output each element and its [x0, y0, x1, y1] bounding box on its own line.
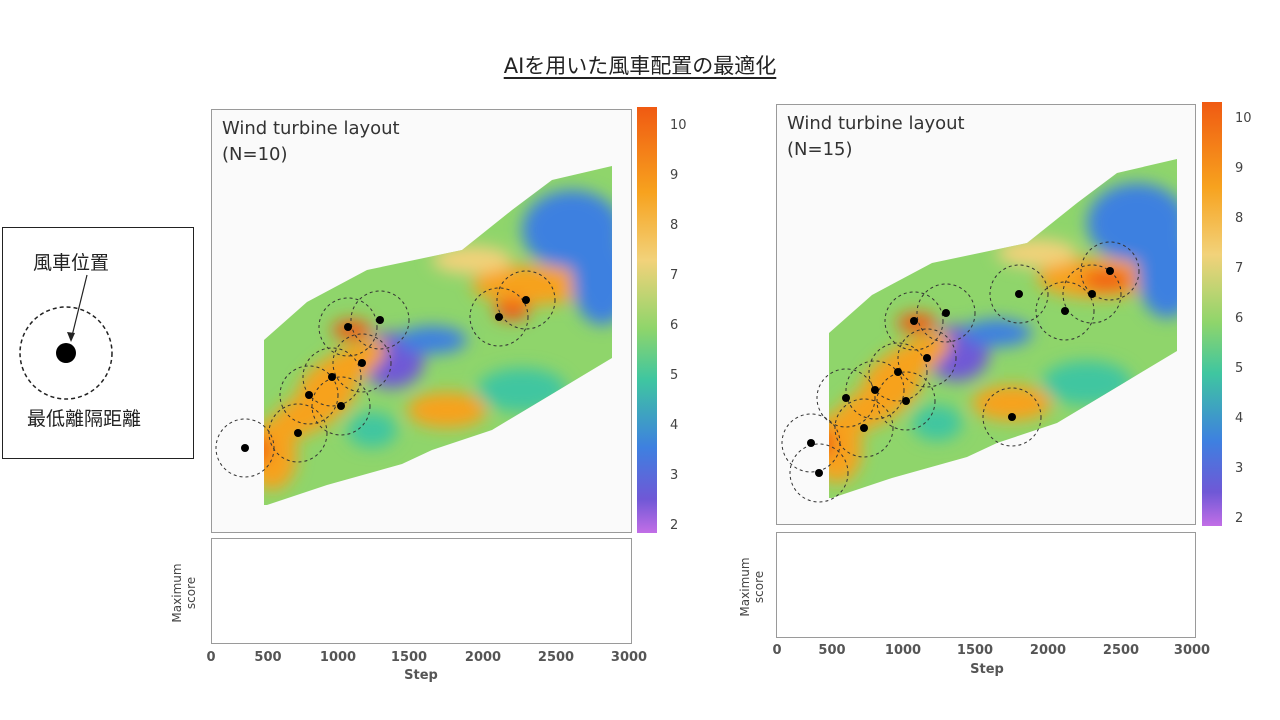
colorbar-tick: 8 [670, 218, 679, 233]
turbine-dot [337, 402, 345, 410]
x-tick: 2000 [1029, 643, 1067, 658]
colorbar-tick: 7 [1235, 261, 1244, 276]
turbines [215, 270, 556, 478]
colorbar-tick: 4 [1235, 411, 1244, 426]
turbine-dot [860, 424, 868, 432]
colorbar-tick: 8 [1235, 211, 1244, 226]
turbine-position-label: 風車位置 [33, 252, 110, 274]
x-tick: 1000 [884, 643, 922, 658]
legend-diagram [19, 274, 113, 400]
x-tick: 3000 [1173, 643, 1211, 658]
y-axis-label: Maximum score [738, 557, 766, 617]
turbine-dot [902, 397, 910, 405]
turbine-dot [376, 316, 384, 324]
x-tick: 1500 [956, 643, 994, 658]
colorbar-tick: 7 [670, 268, 679, 283]
map-title: Wind turbine layout (N=15) [787, 113, 965, 160]
turbine-dot-icon [56, 343, 76, 363]
colorbar-tick: 2 [1235, 511, 1244, 526]
arrow-head-icon [67, 332, 75, 342]
arrow-line [70, 274, 88, 341]
colorbar-tick: 6 [1235, 311, 1244, 326]
turbine-dot [894, 368, 902, 376]
turbine-dot [1008, 413, 1016, 421]
x-tick: 1500 [390, 650, 428, 665]
turbine-dot [1061, 307, 1069, 315]
turbine-dot [305, 391, 313, 399]
colorbar-tick: 3 [670, 468, 679, 483]
colorbar-tick: 5 [670, 368, 679, 383]
score-chart-frame [211, 538, 632, 644]
turbine-dot [842, 394, 850, 402]
turbine-dot [358, 359, 366, 367]
x-axis-label: Step [404, 668, 438, 683]
colorbar [1202, 102, 1222, 526]
x-tick: 2500 [537, 650, 575, 665]
colorbar-tick: 2 [670, 518, 679, 533]
turbine-dot [294, 429, 302, 437]
y-axis-label: Maximum score [170, 563, 198, 623]
colorbar-tick: 9 [1235, 161, 1244, 176]
wind-map [781, 159, 1177, 503]
min-distance-circle-icon [19, 306, 113, 400]
x-tick: 500 [818, 643, 846, 658]
colorbar [637, 107, 657, 533]
colorbar-tick: 4 [670, 418, 679, 433]
x-tick: 2000 [464, 650, 502, 665]
page-title: AIを用いた風車配置の最適化 [503, 54, 777, 78]
turbine-dot [923, 354, 931, 362]
colorbar-tick: 3 [1235, 461, 1244, 476]
colorbar-tick: 9 [670, 168, 679, 183]
colorbar-tick: 5 [1235, 361, 1244, 376]
x-tick: 0 [206, 650, 216, 665]
map-frame: Wind turbine layout (N=15) [776, 104, 1196, 525]
x-tick: 0 [772, 643, 782, 658]
map-title: Wind turbine layout (N=10) [222, 118, 400, 165]
colorbar-tick: 6 [670, 318, 679, 333]
turbine-dot [942, 309, 950, 317]
turbines [781, 241, 1140, 503]
turbine-dot [522, 296, 530, 304]
turbine-dot [910, 317, 918, 325]
turbine-dot [1106, 267, 1114, 275]
turbine-dot [328, 373, 336, 381]
x-tick: 500 [254, 650, 282, 665]
score-chart-frame [776, 532, 1196, 638]
turbine-dot [495, 313, 503, 321]
turbine-dot [1015, 290, 1023, 298]
map-frame: Wind turbine layout (N=10) [211, 109, 632, 533]
colorbar-tick: 10 [670, 118, 687, 133]
x-tick: 3000 [610, 650, 648, 665]
turbine-dot [815, 469, 823, 477]
colorbar-tick: 10 [1235, 111, 1252, 126]
turbine-dot [871, 386, 879, 394]
turbine-dot [241, 444, 249, 452]
x-axis-label: Step [970, 662, 1004, 677]
turbine-dot [807, 439, 815, 447]
turbine-dot [1088, 290, 1096, 298]
legend-box: 風車位置 最低離隔距離 [2, 227, 194, 459]
wind-map [215, 166, 612, 505]
turbine-dot [344, 323, 352, 331]
x-tick: 1000 [319, 650, 357, 665]
x-tick: 2500 [1102, 643, 1140, 658]
min-distance-label: 最低離隔距離 [27, 408, 142, 430]
